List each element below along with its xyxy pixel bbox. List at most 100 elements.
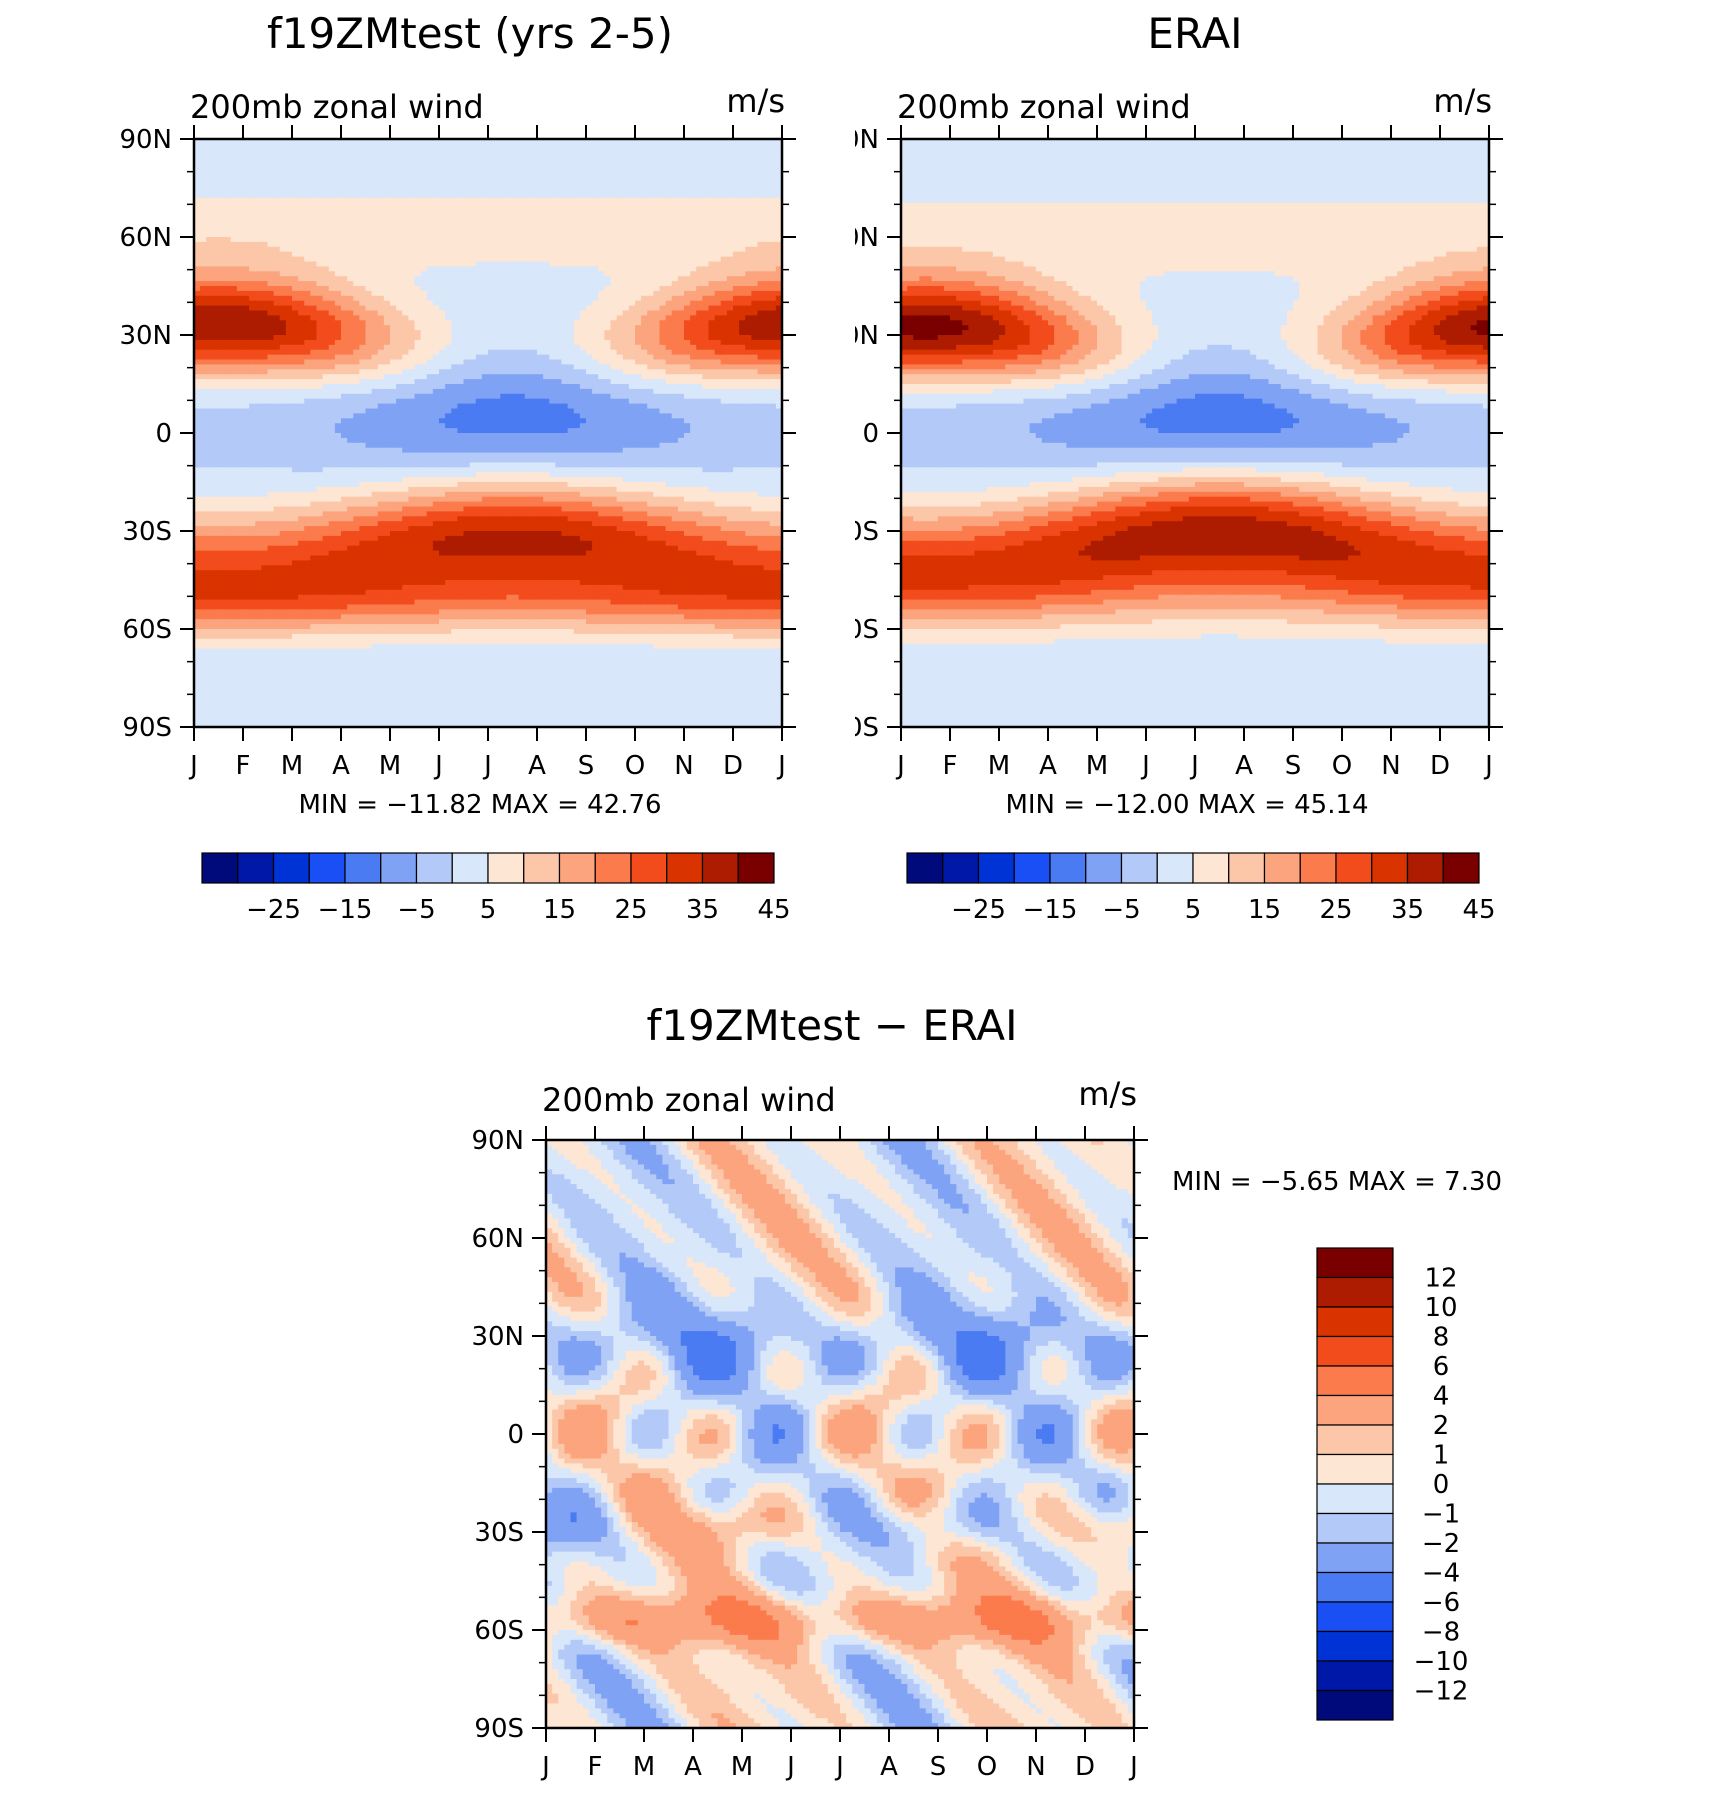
contour-cell (341, 403, 348, 410)
contour-cell (224, 521, 232, 527)
contour-cell (396, 545, 403, 552)
contour-cell (432, 369, 440, 375)
contour-cell (304, 212, 311, 218)
contour-cell (255, 526, 262, 532)
contour-cell (243, 354, 250, 361)
contour-cell (432, 222, 440, 228)
contour-cell (304, 516, 311, 522)
contour-cell (267, 486, 275, 493)
contour-cell (353, 388, 360, 395)
contour-cell (261, 629, 269, 635)
contour-cell (445, 266, 452, 272)
contour-cell (316, 393, 324, 400)
contour-cell (414, 173, 422, 179)
contour-cell (402, 609, 409, 615)
contour-cell (261, 281, 269, 287)
contour-cell (445, 398, 452, 405)
contour-cell (212, 462, 220, 468)
contour-cell (347, 516, 354, 522)
contour-cell (224, 349, 232, 356)
contour-cell (347, 560, 354, 566)
contour-cell (426, 658, 434, 664)
contour-cell (426, 540, 434, 547)
contour-cell (390, 423, 397, 429)
contour-cell (432, 697, 440, 704)
contour-cell (414, 447, 422, 454)
contour-cell (347, 614, 354, 620)
contour-cell (224, 707, 232, 713)
contour-cell (365, 555, 373, 561)
contour-cell (273, 295, 281, 302)
contour-cell (236, 614, 244, 620)
contour-cell (206, 722, 213, 728)
contour-cell (230, 148, 238, 155)
contour-cell (261, 643, 269, 650)
contour-cell (249, 330, 256, 336)
contour-cell (408, 418, 416, 424)
contour-cell (439, 673, 446, 679)
contour-cell (273, 678, 281, 684)
contour-cell (255, 153, 262, 160)
contour-cell (224, 197, 232, 204)
contour-cell (255, 374, 262, 380)
contour-cell (304, 501, 311, 508)
contour-cell (310, 452, 318, 459)
contour-cell (212, 428, 220, 434)
contour-cell (390, 398, 397, 405)
contour-cell (292, 178, 299, 184)
contour-cell (261, 246, 269, 253)
contour-cell (439, 722, 446, 728)
contour-cell (371, 638, 379, 645)
contour-cell (255, 202, 262, 209)
contour-cell (432, 408, 440, 414)
contour-cell (328, 335, 336, 341)
contour-cell (261, 295, 269, 302)
contour-cell (402, 555, 409, 561)
contour-cell (194, 594, 201, 601)
contour-cell (439, 212, 446, 218)
contour-cell (292, 408, 299, 414)
contour-cell (383, 241, 391, 248)
contour-cell (402, 599, 409, 606)
contour-cell (206, 496, 213, 503)
contour-cell (334, 535, 342, 542)
contour-cell (334, 148, 342, 155)
contour-cell (279, 364, 287, 370)
contour-cell (292, 379, 299, 385)
contour-cell (279, 668, 287, 674)
contour-cell (396, 506, 403, 512)
contour-cell (414, 369, 422, 375)
contour-cell (334, 143, 342, 150)
contour-cell (371, 707, 379, 713)
contour-cell (414, 521, 422, 527)
contour-cell (408, 580, 416, 586)
contour-cell (353, 658, 360, 664)
contour-cell (243, 462, 250, 468)
contour-cell (285, 158, 293, 165)
contour-cell (334, 501, 342, 508)
contour-cell (396, 599, 403, 606)
contour-cell (328, 722, 336, 728)
contour-cell (285, 609, 293, 615)
contour-cell (353, 433, 360, 439)
contour-cell (243, 457, 250, 463)
contour-cell (402, 227, 409, 233)
contour-cell (334, 462, 342, 468)
contour-cell (353, 629, 360, 635)
contour-cell (261, 188, 269, 194)
contour-cell (316, 364, 324, 370)
contour-cell (347, 217, 354, 223)
contour-cell (334, 437, 342, 444)
contour-cell (236, 315, 244, 321)
contour-cell (224, 246, 232, 253)
contour-cell (206, 163, 213, 169)
contour-cell (334, 266, 342, 272)
contour-cell (310, 178, 318, 184)
contour-cell (200, 188, 207, 194)
contour-cell (230, 658, 238, 664)
contour-cell (396, 374, 403, 380)
contour-cell (445, 178, 452, 184)
contour-cell (414, 501, 422, 508)
contour-cell (426, 668, 434, 674)
contour-cell (224, 241, 232, 248)
